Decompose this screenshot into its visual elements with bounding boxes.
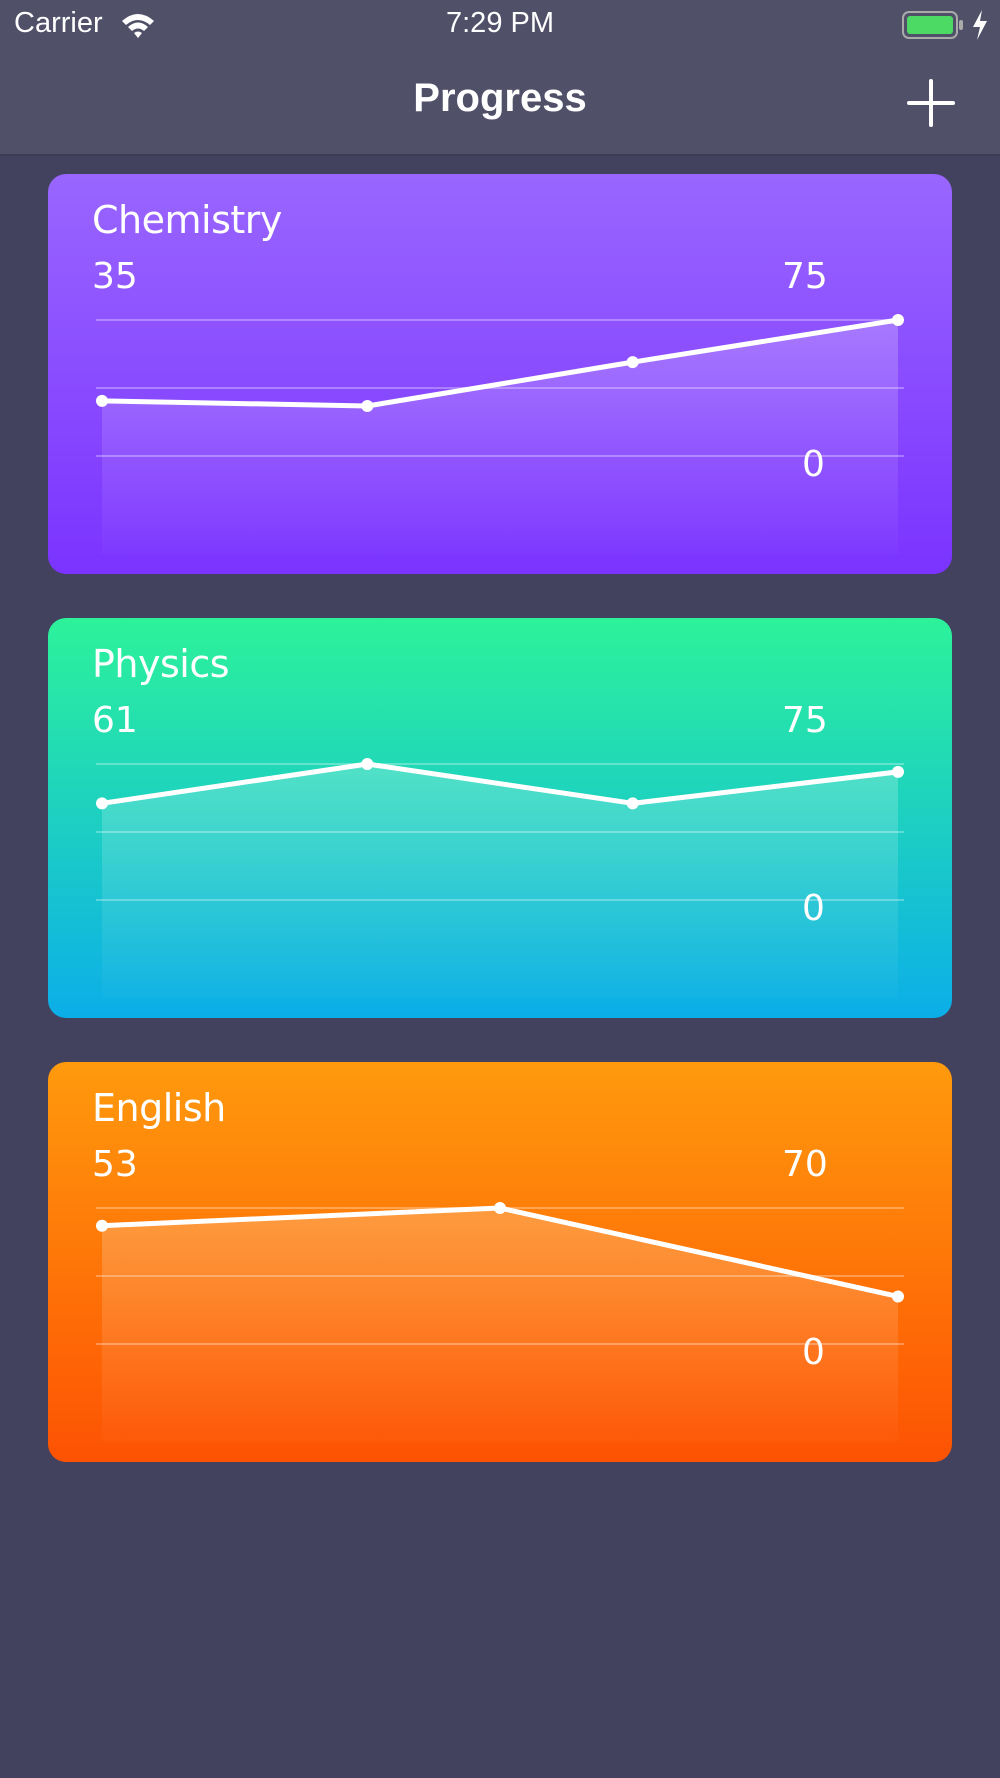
- data-point: [892, 1290, 904, 1303]
- charging-bolt-icon: [973, 10, 987, 40]
- subject-card-chemistry[interactable]: Chemistry 35 75 0: [48, 174, 952, 574]
- clock-time: 7:29 PM: [446, 7, 554, 39]
- data-point: [96, 1219, 108, 1232]
- data-point: [626, 797, 639, 810]
- subject-title: English: [92, 1086, 226, 1130]
- subject-card-english[interactable]: English 53 70 0: [48, 1062, 952, 1462]
- min-score: 0: [802, 444, 825, 485]
- page-title: Progress: [413, 76, 587, 120]
- subject-title: Physics: [92, 642, 230, 686]
- carrier-label: Carrier: [14, 7, 103, 39]
- data-point: [626, 356, 639, 369]
- series-line: [101, 761, 899, 806]
- subject-card-physics[interactable]: Physics 61 75 0: [48, 618, 952, 1018]
- chemistry-progress-chart: [96, 314, 904, 554]
- wifi-icon: [122, 14, 154, 38]
- data-point: [494, 1202, 506, 1214]
- latest-score: 35: [92, 256, 138, 297]
- plus-icon[interactable]: [904, 76, 958, 130]
- min-score: 0: [802, 888, 825, 929]
- data-point: [96, 797, 108, 810]
- status-bar: Carrier 7:29 PM: [0, 0, 1000, 52]
- series-line: [101, 317, 899, 409]
- series-area: [102, 1208, 898, 1442]
- english-progress-chart: [96, 1202, 904, 1442]
- latest-score: 53: [92, 1144, 138, 1185]
- battery-icon: [902, 11, 963, 39]
- data-point: [96, 394, 108, 407]
- physics-progress-chart: [96, 758, 904, 998]
- series-area: [102, 764, 898, 998]
- max-score: 70: [782, 1144, 828, 1185]
- series-area: [102, 320, 898, 554]
- subject-title: Chemistry: [92, 198, 282, 242]
- latest-score: 61: [92, 700, 138, 741]
- data-point: [892, 314, 904, 326]
- data-point: [892, 765, 904, 778]
- max-score: 75: [782, 256, 828, 297]
- navigation-bar: Progress: [0, 52, 1000, 154]
- max-score: 75: [782, 700, 828, 741]
- data-point: [361, 758, 374, 770]
- min-score: 0: [802, 1332, 825, 1373]
- data-point: [361, 399, 374, 412]
